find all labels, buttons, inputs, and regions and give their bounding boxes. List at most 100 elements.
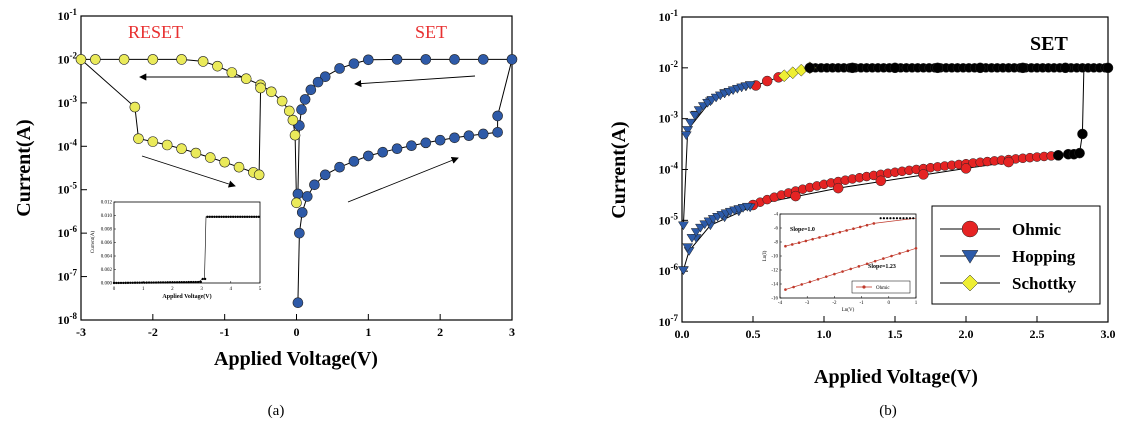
- inset-point-a: [129, 281, 132, 285]
- data-point-b-0: [1003, 156, 1014, 168]
- data-point-a-1: [176, 54, 187, 65]
- data-point-a-0: [391, 54, 403, 65]
- inset-point-a: [161, 281, 165, 284]
- x-tick-label-a: 0: [294, 325, 300, 339]
- inset-point-a: [124, 281, 127, 285]
- data-point-a-0: [292, 188, 304, 200]
- legend-items: Ohmic Hopping Schottky: [940, 220, 1077, 293]
- panel-a: 10-8 10-7 10-6 10-5 10-4 10-3 10-2 10-1 -3 -2 -1 0…: [13, 7, 518, 419]
- data-point-a-0: [312, 76, 324, 88]
- inset-point-a: [126, 281, 130, 285]
- y-ticks-b: 10-7 10-6 10-5 10-4 10-3 10-2 10-1: [659, 8, 688, 329]
- data-point-a-0: [309, 179, 320, 191]
- inset-annotation-slope-1: Slope=1.0: [790, 227, 815, 233]
- y-tick-label-a: 10-2: [58, 50, 78, 66]
- data-point-hopping: [689, 111, 701, 121]
- series-points-b: [677, 61, 1114, 276]
- inset-legend-box-b: [851, 280, 911, 294]
- data-point-b-1: [682, 126, 694, 135]
- inset-point-lower: [857, 265, 861, 268]
- inset-point-a: [236, 215, 240, 219]
- panel-b: 10-710-610-510-410-310-210-1 0.0 0.5 1.0 1.…: [608, 8, 1116, 419]
- inset-point-upper: [852, 227, 855, 230]
- y-tick-label-a: 10-5: [58, 181, 78, 197]
- inset-y-tick-label-a: 0.006: [101, 241, 113, 246]
- inset-point-flat: [899, 217, 902, 220]
- ylabel-b: Current(A): [608, 121, 630, 218]
- data-point-a-1: [255, 82, 266, 94]
- inset-point-flat: [889, 217, 892, 220]
- data-point-a-1: [219, 156, 230, 168]
- inset-point-a: [192, 280, 195, 284]
- legend-box-b: [931, 205, 1101, 305]
- ylabel-a: Current(A): [13, 119, 35, 216]
- inset-point-a: [171, 281, 174, 284]
- inset-point-lower: [849, 267, 853, 271]
- legend-label-schottky: Schottky: [1012, 274, 1077, 293]
- data-point-hopping: [682, 243, 694, 253]
- inset-lines-b: [784, 217, 918, 291]
- data-point-a-1: [133, 133, 144, 144]
- data-point-a-0: [296, 207, 308, 218]
- inset-point-a: [213, 215, 216, 219]
- series-line-a-1: [79, 58, 297, 203]
- inset-point-a: [229, 215, 232, 219]
- data-point-a-0: [363, 54, 374, 66]
- data-point-a-0: [434, 134, 446, 146]
- data-point-a-1: [289, 129, 301, 141]
- data-point-b-3: [974, 62, 986, 74]
- inset-point-a: [243, 215, 247, 219]
- inset-point-a: [234, 215, 237, 219]
- inset-point-a: [222, 215, 225, 219]
- inset-y-tick-label-b: -12: [771, 269, 778, 274]
- legend-label-hopping: Hopping: [1012, 247, 1076, 266]
- inset-point-upper: [784, 244, 787, 248]
- inset-point-upper: [872, 222, 876, 225]
- data-point-a-0: [449, 54, 460, 65]
- data-point-b-3: [847, 62, 858, 74]
- inset-point-a: [164, 281, 167, 284]
- inset-point-lower: [873, 259, 877, 263]
- inset-point-a: [159, 281, 162, 284]
- inset-point-a: [252, 215, 256, 219]
- y-tick-label-a: 10-4: [58, 137, 78, 153]
- inset-y-tick-label-a: 0.000: [101, 282, 113, 287]
- inset-y-tick-label-b: -4: [774, 213, 779, 218]
- inset-point-a: [217, 215, 221, 219]
- data-point-a-0: [363, 150, 374, 162]
- data-point-a-0: [299, 94, 311, 105]
- inset-point-a: [227, 215, 230, 219]
- data-point-a-1: [118, 54, 130, 65]
- y-tick-label-a: 10-1: [58, 7, 78, 23]
- inset-xlabel-a: Applied Voltage(V): [162, 293, 211, 300]
- data-point-b-3: [1074, 147, 1085, 159]
- inset-point-a: [154, 281, 158, 284]
- x-tick-label-b: 2.0: [959, 327, 974, 341]
- inset-point-a: [210, 215, 214, 219]
- x-tick-label-b: 0.0: [675, 327, 690, 341]
- inset-point-a: [136, 281, 139, 284]
- data-point-b-0: [832, 182, 844, 194]
- inset-point-a: [133, 281, 137, 284]
- inset-point-a: [250, 215, 254, 219]
- inset-point-upper: [790, 243, 794, 246]
- inset-x-tick-label-a: 4: [230, 287, 233, 292]
- legend-marker-ohmic: [961, 220, 979, 238]
- inset-point-flat: [895, 217, 899, 220]
- data-point-a-0: [477, 54, 489, 65]
- inset-y-tick-label-a: 0.012: [101, 201, 113, 206]
- inset-point-lower: [914, 246, 918, 250]
- data-point-a-0: [305, 84, 317, 96]
- inset-point-lower: [865, 262, 869, 266]
- inset-x-ticks-b: -4 -3 -2 -1 0 1: [778, 296, 918, 306]
- data-point-a-1: [190, 147, 202, 159]
- inset-point-a: [180, 281, 183, 284]
- inset-point-lower: [890, 254, 893, 258]
- data-point-hopping: [744, 81, 756, 90]
- data-point-a-0: [477, 128, 489, 140]
- inset-point-a: [208, 215, 211, 219]
- inset-point-a: [119, 281, 123, 285]
- y-tick-label-b: 10-6: [659, 262, 679, 278]
- panel-label-b: (b): [879, 403, 897, 419]
